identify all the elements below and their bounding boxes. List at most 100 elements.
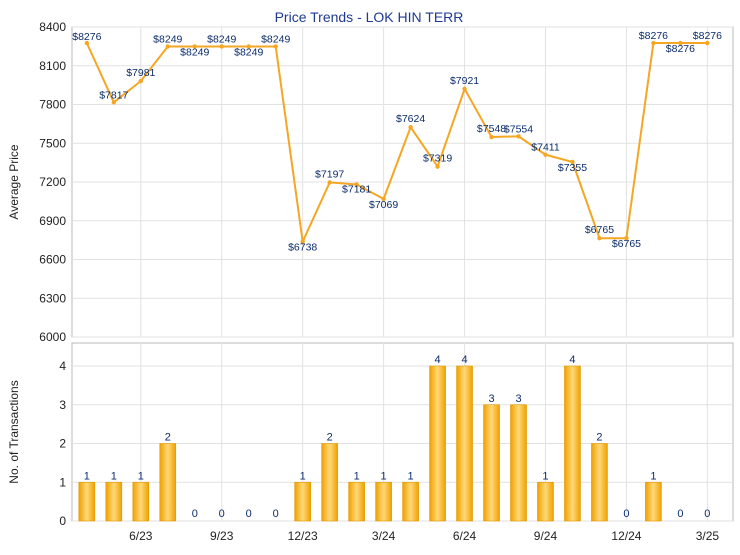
price-point xyxy=(489,134,494,140)
transaction-data-label: 3 xyxy=(488,393,494,405)
price-data-label: $7355 xyxy=(558,162,587,174)
price-series-line xyxy=(85,42,708,246)
price-y-tick-label: 8400 xyxy=(39,20,66,34)
price-data-label: $8249 xyxy=(234,47,263,59)
transaction-data-labels: 1 1 1 2 0 0 0 0 1 2 1 1 1 4 4 3 3 1 4 2 0 1 0 0 xyxy=(84,354,711,520)
price-point xyxy=(570,159,575,165)
price-data-label: $6765 xyxy=(612,238,641,250)
price-point xyxy=(624,235,629,241)
price-y-tick-label: 6300 xyxy=(39,291,66,305)
price-point xyxy=(435,164,440,169)
price-point xyxy=(327,180,332,185)
price-data-label: $6765 xyxy=(585,224,614,236)
transaction-bar xyxy=(159,443,177,522)
price-point xyxy=(705,40,710,46)
price-y-axis-label: Average Price xyxy=(7,144,21,219)
transactions-y-tick-label: 4 xyxy=(59,359,66,373)
transaction-bar xyxy=(348,481,365,522)
price-y-tick-label: 8100 xyxy=(39,59,66,73)
price-data-label: $7548 xyxy=(477,123,506,135)
transaction-data-label: 0 xyxy=(623,508,629,520)
price-point xyxy=(111,100,117,105)
price-data-label: $7921 xyxy=(450,75,479,87)
transaction-data-label: 0 xyxy=(704,508,710,520)
transaction-data-label: 1 xyxy=(542,470,548,482)
transaction-data-label: 2 xyxy=(327,432,333,444)
transactions-y-tick-label: 2 xyxy=(59,437,66,451)
transaction-data-label: 2 xyxy=(596,432,602,444)
transaction-data-label: 0 xyxy=(246,508,252,520)
price-point xyxy=(462,86,467,92)
price-y-tick-label: 6900 xyxy=(39,214,66,228)
transaction-data-label: 4 xyxy=(435,354,441,366)
price-data-label: $8249 xyxy=(207,34,236,46)
transaction-data-label: 0 xyxy=(273,508,279,520)
transaction-bar xyxy=(321,443,338,522)
price-data-label: $8249 xyxy=(153,34,182,46)
price-y-tick-label: 6600 xyxy=(39,253,66,267)
transaction-data-label: 0 xyxy=(192,508,198,520)
transaction-data-label: 1 xyxy=(408,470,414,482)
transactions-y-ticks: 0 1 2 3 4 xyxy=(59,359,66,528)
x-tick-label: 9/24 xyxy=(534,529,558,543)
transaction-data-label: 1 xyxy=(138,470,144,482)
transaction-bar xyxy=(105,481,123,522)
price-point xyxy=(138,78,143,84)
transaction-bar xyxy=(402,481,419,522)
price-point xyxy=(273,44,278,49)
x-tick-label: 6/23 xyxy=(129,529,153,543)
price-point xyxy=(84,40,90,46)
price-data-label: $7554 xyxy=(504,123,533,135)
transaction-data-label: 2 xyxy=(165,432,171,444)
transaction-data-label: 1 xyxy=(381,470,387,482)
transaction-data-label: 3 xyxy=(515,393,521,405)
transaction-bars xyxy=(78,365,662,522)
price-data-label: $7624 xyxy=(396,113,425,125)
transaction-data-label: 1 xyxy=(354,470,360,482)
price-point xyxy=(246,44,251,49)
transaction-bar xyxy=(78,481,96,522)
transaction-bar xyxy=(591,443,608,522)
x-tick-label: 6/24 xyxy=(453,529,477,543)
price-data-label: $7197 xyxy=(315,168,344,180)
transaction-bar xyxy=(456,365,473,522)
transaction-data-label: 1 xyxy=(84,470,90,482)
transaction-bar xyxy=(294,481,311,522)
x-axis-ticks: 6/23 9/23 12/23 3/24 6/24 9/24 12/24 3/25 xyxy=(129,529,719,543)
x-tick-label: 3/25 xyxy=(696,529,720,543)
price-point xyxy=(408,125,413,130)
price-y-ticks: 6000 6300 6600 6900 7200 7500 7800 8100 8400 xyxy=(39,20,66,344)
price-point xyxy=(381,196,386,202)
transaction-data-label: 0 xyxy=(219,508,225,520)
price-point xyxy=(219,44,224,49)
price-gridlines xyxy=(72,26,733,338)
transaction-data-label: 4 xyxy=(569,354,575,366)
transaction-data-label: 1 xyxy=(650,470,656,482)
transaction-bar xyxy=(510,404,527,522)
transactions-y-tick-label: 1 xyxy=(59,475,66,489)
price-data-label: $8276 xyxy=(693,30,722,42)
transaction-bar xyxy=(375,481,392,522)
price-y-tick-label: 7800 xyxy=(39,98,66,112)
transaction-bar xyxy=(132,481,150,522)
price-y-tick-label: 7200 xyxy=(39,175,66,189)
price-point xyxy=(516,134,521,139)
price-data-labels: $8276$7817$7981$8249$8249$8249$8249$8249… xyxy=(72,30,722,254)
transaction-data-label: 1 xyxy=(300,470,306,482)
transactions-y-tick-label: 3 xyxy=(59,398,66,412)
transaction-bar xyxy=(645,481,662,522)
x-tick-label: 12/24 xyxy=(611,529,641,543)
price-point xyxy=(678,40,683,46)
price-y-tick-label: 7500 xyxy=(39,136,66,150)
transaction-bar xyxy=(429,365,446,522)
price-point xyxy=(165,44,170,49)
price-data-label: $6738 xyxy=(288,242,317,254)
price-point xyxy=(597,235,602,241)
price-data-label: $7817 xyxy=(99,89,128,101)
x-tick-label: 9/23 xyxy=(210,529,234,543)
transaction-bar xyxy=(537,481,554,522)
price-data-label: $8276 xyxy=(72,31,101,43)
transaction-data-label: 4 xyxy=(461,354,467,366)
transactions-y-axis-label: No. of Transactions xyxy=(7,380,21,483)
